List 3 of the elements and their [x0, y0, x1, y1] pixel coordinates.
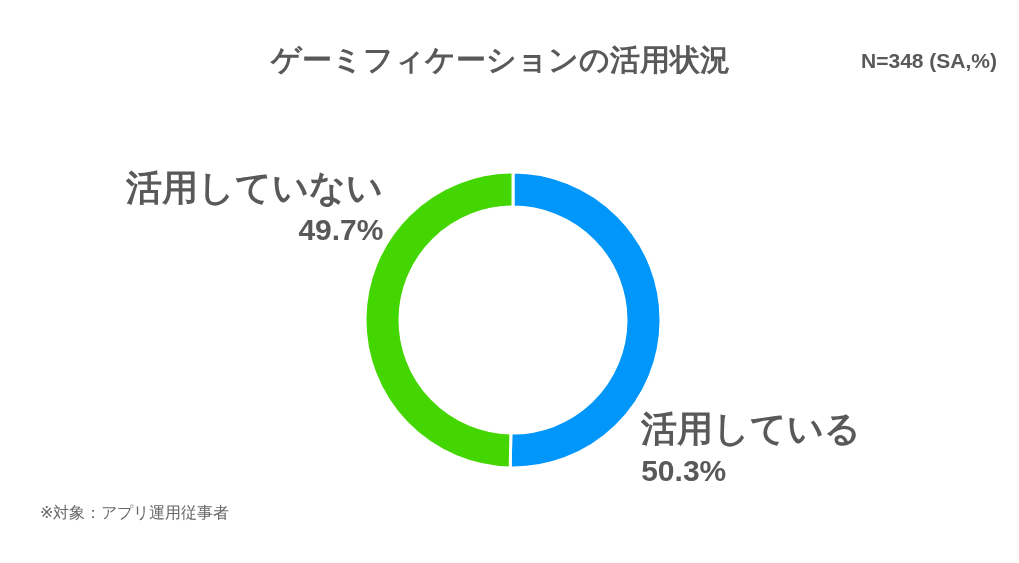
title: ゲーミフィケーションの活用状況 — [270, 43, 730, 76]
subtitle: N=348 (SA,%) — [861, 49, 997, 72]
annotation: ※対象：アプリ運用従事者 — [40, 504, 230, 521]
